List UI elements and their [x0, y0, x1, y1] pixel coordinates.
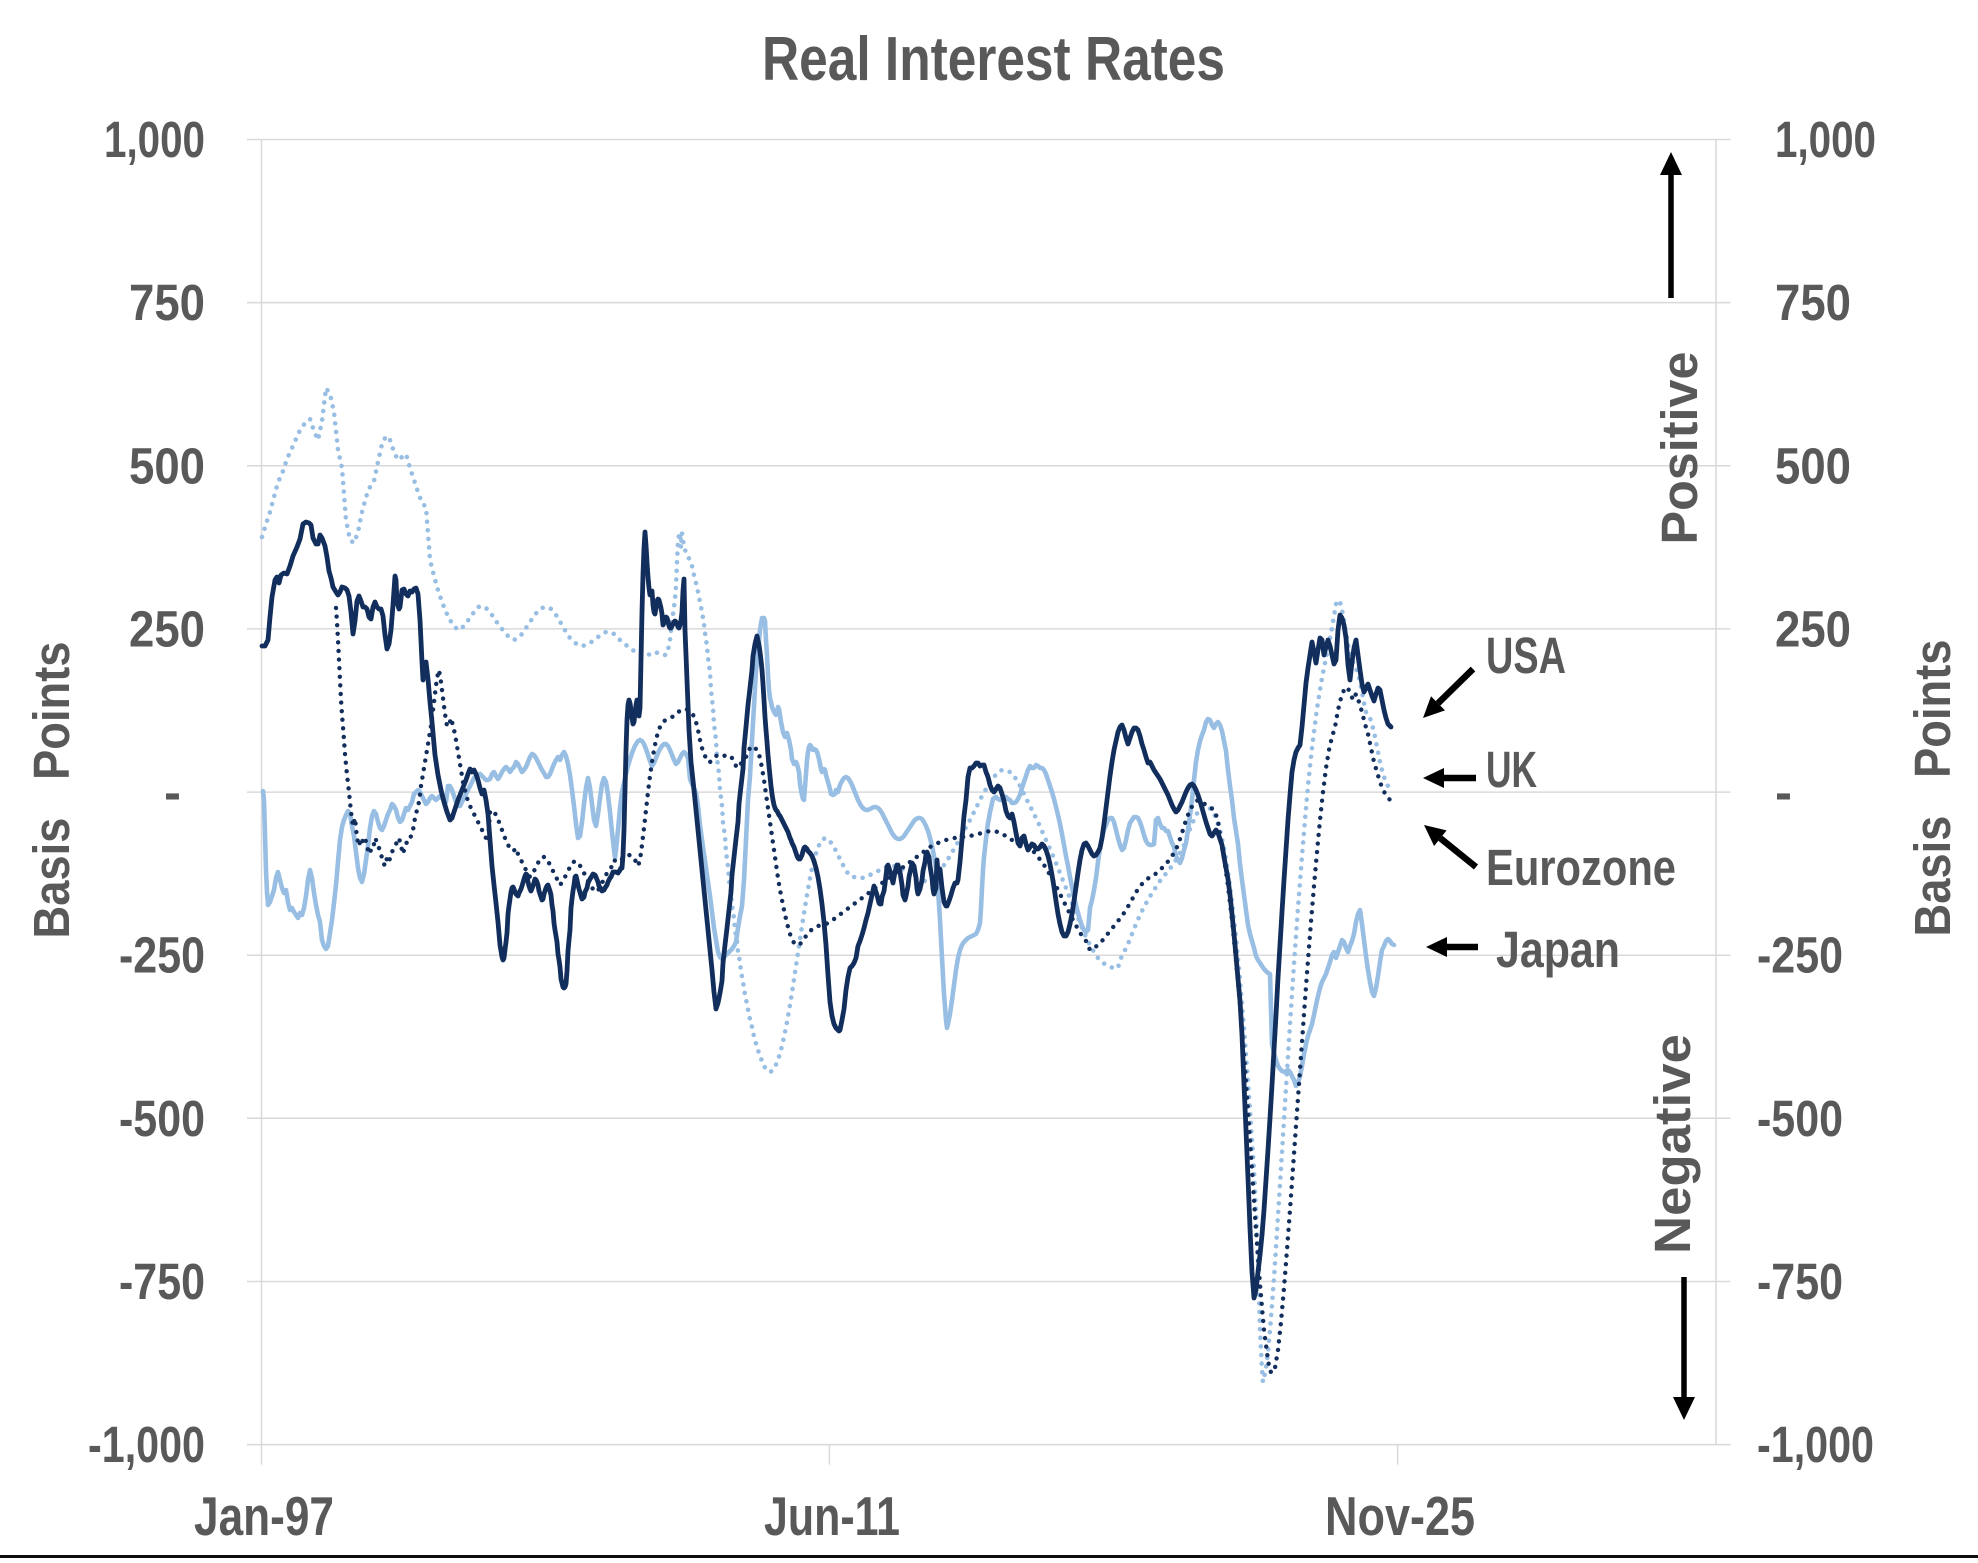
svg-text:Real Interest Rates: Real Interest Rates — [762, 25, 1225, 94]
svg-text:750: 750 — [1775, 274, 1851, 331]
svg-text:Basis Points: Basis Points — [1904, 640, 1961, 937]
svg-text:-1,000: -1,000 — [1757, 1416, 1874, 1473]
svg-text:-500: -500 — [1757, 1090, 1843, 1147]
svg-text:Eurozone: Eurozone — [1486, 839, 1676, 896]
svg-text:-: - — [1775, 764, 1792, 821]
svg-text:750: 750 — [129, 274, 205, 331]
svg-text:250: 250 — [129, 600, 205, 657]
svg-text:500: 500 — [129, 437, 205, 494]
svg-text:500: 500 — [1775, 437, 1851, 494]
svg-text:1,000: 1,000 — [104, 111, 205, 168]
svg-text:USA: USA — [1486, 627, 1566, 684]
svg-text:-750: -750 — [119, 1253, 205, 1310]
svg-text:Basis Points: Basis Points — [23, 642, 80, 939]
svg-text:UK: UK — [1486, 741, 1537, 798]
svg-text:-: - — [164, 764, 181, 821]
svg-text:1,000: 1,000 — [1775, 111, 1876, 168]
svg-text:Jan-97: Jan-97 — [194, 1485, 334, 1547]
svg-text:-250: -250 — [119, 927, 205, 984]
svg-text:-500: -500 — [119, 1090, 205, 1147]
svg-text:Negative: Negative — [1644, 1034, 1701, 1254]
svg-text:Positive: Positive — [1651, 352, 1708, 545]
svg-text:-750: -750 — [1757, 1253, 1843, 1310]
svg-text:-250: -250 — [1757, 927, 1843, 984]
svg-text:Jun-11: Jun-11 — [764, 1485, 900, 1547]
svg-text:250: 250 — [1775, 600, 1851, 657]
svg-text:-1,000: -1,000 — [88, 1416, 205, 1473]
svg-text:Japan: Japan — [1496, 921, 1620, 978]
svg-text:Nov-25: Nov-25 — [1325, 1485, 1475, 1547]
